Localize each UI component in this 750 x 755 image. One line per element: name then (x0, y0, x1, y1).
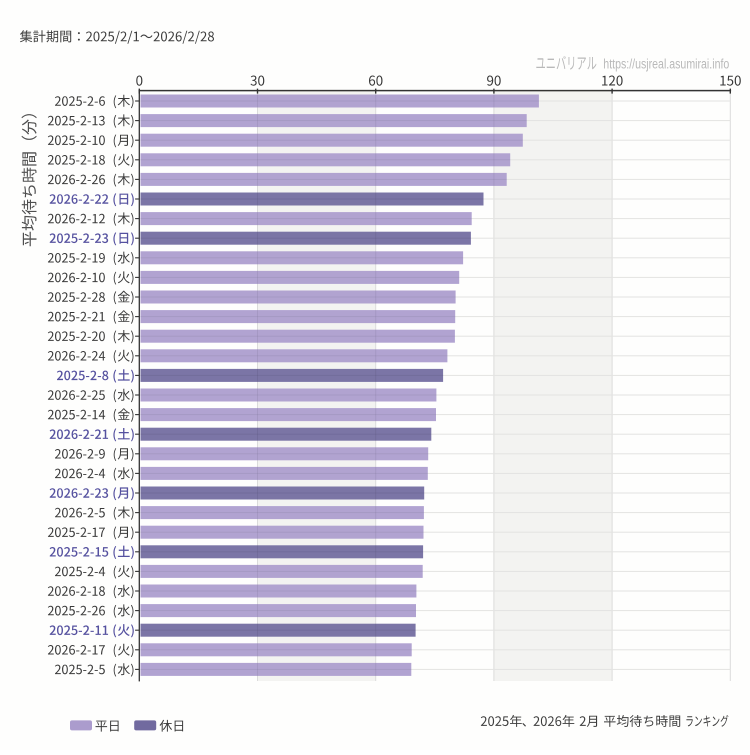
svg-text:https://usjreal.asumirai.info: https://usjreal.asumirai.info (603, 57, 729, 72)
